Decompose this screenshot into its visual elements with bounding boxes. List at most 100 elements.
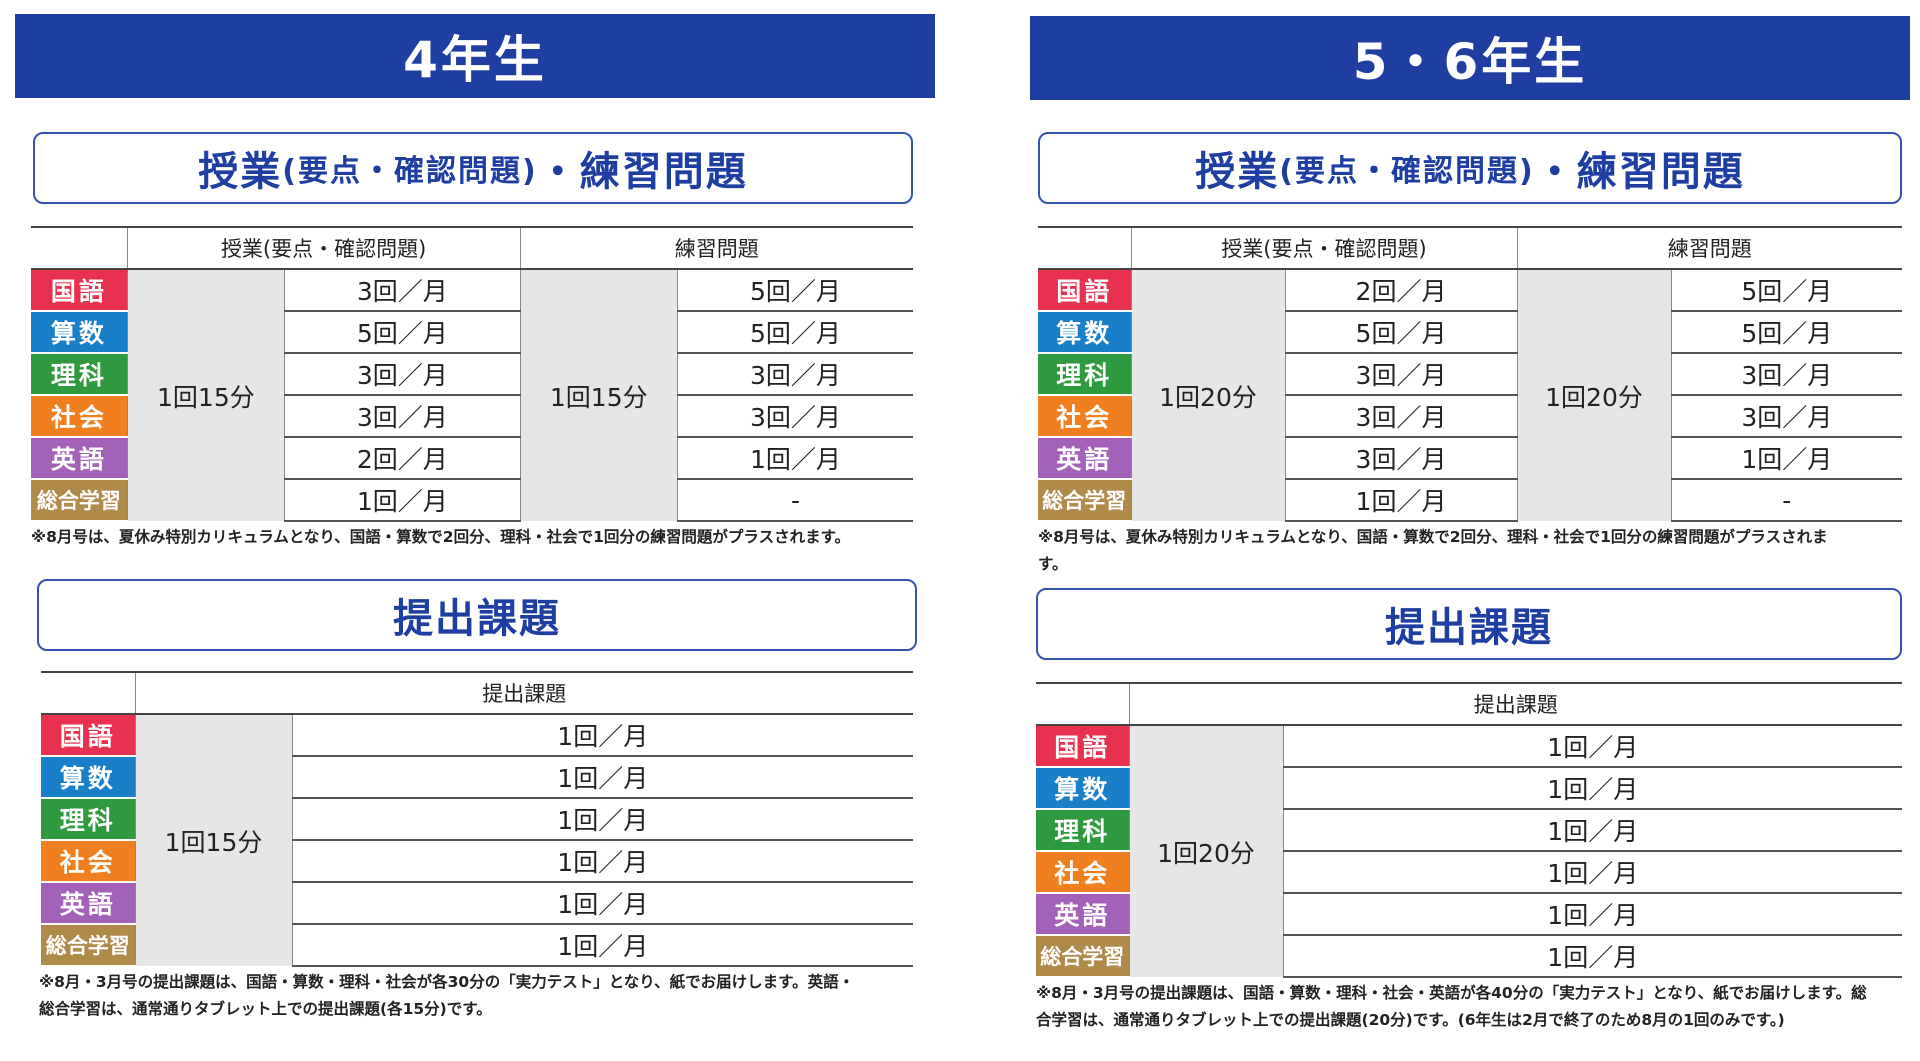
table-row: 英語 2回／月 1回／月 [31, 437, 913, 480]
table-row: 国語 1回15分 1回／月 [41, 714, 913, 966]
subject-label: 算数 [1036, 767, 1129, 810]
column-header-assignment: 提出課題 [134, 671, 913, 715]
subject-label: 総合学習 [31, 479, 128, 522]
subject-label: 国語 [31, 269, 128, 312]
grade56-assignment-section-title: 提出課題 [1036, 588, 1902, 660]
table-row: 英語 3回／月 1回／月 [1038, 437, 1903, 480]
practice-count: 1回／月 [1670, 437, 1903, 480]
table-row: 社会 3回／月 3回／月 [1038, 395, 1903, 438]
subject-label: 理科 [41, 798, 135, 841]
subject-label: 英語 [41, 882, 135, 925]
table-row: 社会 1回／月 [1036, 851, 1902, 894]
subject-label: 英語 [31, 437, 128, 480]
assignment-count: 1回／月 [291, 924, 913, 967]
subject-label: 理科 [1036, 809, 1129, 852]
table-row: 総合学習 1回／月 [1036, 935, 1902, 978]
assignment-count: 1回／月 [1282, 851, 1902, 894]
column-header-practice: 練習問題 [1516, 226, 1903, 270]
subject-label: 社会 [1036, 851, 1129, 894]
practice-count: 3回／月 [1670, 353, 1903, 396]
table-row: 国語 1回15分 3回／月 1回15分 5回／月 [31, 269, 913, 521]
grade56-lesson-section-title: 授業 (要点・確認問題) ・練習問題 [1038, 132, 1902, 204]
table-row: 理科 3回／月 3回／月 [1038, 353, 1903, 396]
lesson-count: 3回／月 [284, 269, 521, 312]
grade4-lesson-section-title: 授業 (要点・確認問題) ・練習問題 [33, 132, 913, 204]
column-header-lesson: 授業(要点・確認問題) [1130, 226, 1518, 270]
grade56-assignment-table: 提出課題 国語 1回20分 1回／月 算数 1回／月 理科 1回／月 社会 1回… [1036, 682, 1902, 978]
table-row: 国語 1回20分 2回／月 1回20分 5回／月 [1038, 269, 1903, 521]
duration-cell: 1回15分 [126, 269, 285, 521]
table-row: 算数 1回／月 [41, 756, 913, 799]
grade4-note-1: ※8月号は、夏休み特別カリキュラムとなり、国語・算数で2回分、理科・社会で1回分… [31, 528, 851, 546]
lesson-count: 5回／月 [1284, 311, 1518, 354]
subject-label: 理科 [1038, 353, 1131, 396]
grade56-column: 5・6年生 授業 (要点・確認問題) ・練習問題 授業(要点・確認問題) 練習問題 … [1030, 0, 1910, 1034]
subject-label: 算数 [31, 311, 128, 354]
assignment-count: 1回／月 [291, 882, 913, 925]
practice-count: 3回／月 [1670, 395, 1903, 438]
grade56-note-2: ※8月・3月号の提出課題は、国語・算数・理科・社会・英語が各40分の「実力テスト… [1036, 984, 1867, 1029]
subject-label: 総合学習 [41, 924, 135, 967]
lesson-count: 3回／月 [1284, 437, 1518, 480]
table-row: 理科 1回／月 [41, 798, 913, 841]
subject-label: 理科 [31, 353, 128, 396]
lesson-count: 3回／月 [1284, 353, 1518, 396]
table-row: 総合学習 1回／月 [41, 924, 913, 967]
assignment-count: 1回／月 [1282, 725, 1902, 768]
assignment-count: 1回／月 [1282, 809, 1902, 852]
table-row: 英語 1回／月 [41, 882, 913, 925]
grade4-banner: 4年生 [15, 14, 935, 98]
assignment-count: 1回／月 [291, 840, 913, 883]
subject-label: 算数 [1038, 311, 1131, 354]
assignment-count: 1回／月 [1282, 893, 1902, 936]
practice-count: 5回／月 [1670, 269, 1903, 312]
table-row: 英語 1回／月 [1036, 893, 1902, 936]
lesson-count: 3回／月 [284, 353, 521, 396]
lesson-count: 1回／月 [1284, 479, 1518, 522]
table-row: 社会 3回／月 3回／月 [31, 395, 913, 438]
column-header-assignment: 提出課題 [1128, 682, 1902, 726]
subject-label: 国語 [41, 714, 135, 757]
duration-cell: 1回20分 [1128, 725, 1283, 977]
table-row: 算数 1回／月 [1036, 767, 1902, 810]
grade4-assignment-table: 提出課題 国語 1回15分 1回／月 算数 1回／月 理科 1回／月 社会 1回… [41, 671, 913, 967]
table-row: 算数 5回／月 5回／月 [31, 311, 913, 354]
subject-label: 国語 [1036, 725, 1129, 768]
assignment-count: 1回／月 [1282, 935, 1902, 978]
practice-count: 5回／月 [1670, 311, 1903, 354]
lesson-count: 2回／月 [1284, 269, 1518, 312]
practice-count: 5回／月 [676, 311, 913, 354]
table-row: 算数 5回／月 5回／月 [1038, 311, 1903, 354]
subject-label: 算数 [41, 756, 135, 799]
practice-count: 3回／月 [676, 353, 913, 396]
grade4-column: 4年生 授業 (要点・確認問題) ・練習問題 授業(要点・確認問題) 練習問題 国語… [15, 0, 935, 1023]
assignment-count: 1回／月 [291, 798, 913, 841]
lesson-count: 2回／月 [284, 437, 521, 480]
lesson-count: 3回／月 [1284, 395, 1518, 438]
duration-cell: 1回15分 [519, 269, 678, 521]
assignment-count: 1回／月 [291, 714, 913, 757]
assignment-count: 1回／月 [1282, 767, 1902, 810]
grade4-lesson-table: 授業(要点・確認問題) 練習問題 国語 1回15分 3回／月 1回15分 5回／… [31, 226, 913, 522]
duration-cell: 1回15分 [134, 714, 292, 966]
subject-label: 社会 [31, 395, 128, 438]
duration-cell: 1回20分 [1130, 269, 1285, 521]
practice-count: 1回／月 [676, 437, 913, 480]
table-row: 国語 1回20分 1回／月 [1036, 725, 1902, 977]
assignment-count: 1回／月 [291, 756, 913, 799]
subject-label: 国語 [1038, 269, 1131, 312]
table-row: 理科 3回／月 3回／月 [31, 353, 913, 396]
table-row: 理科 1回／月 [1036, 809, 1902, 852]
table-row: 総合学習 1回／月 - [31, 479, 913, 522]
duration-cell: 1回20分 [1516, 269, 1672, 521]
practice-count: - [676, 479, 913, 522]
subject-label: 総合学習 [1036, 935, 1129, 978]
table-row: 社会 1回／月 [41, 840, 913, 883]
lesson-count: 1回／月 [284, 479, 521, 522]
grade4-assignment-section-title: 提出課題 [37, 579, 917, 651]
column-header-practice: 練習問題 [519, 226, 913, 270]
grade56-banner: 5・6年生 [1030, 16, 1910, 100]
table-row: 総合学習 1回／月 - [1038, 479, 1903, 522]
practice-count: - [1670, 479, 1903, 522]
column-header-lesson: 授業(要点・確認問題) [126, 226, 521, 270]
